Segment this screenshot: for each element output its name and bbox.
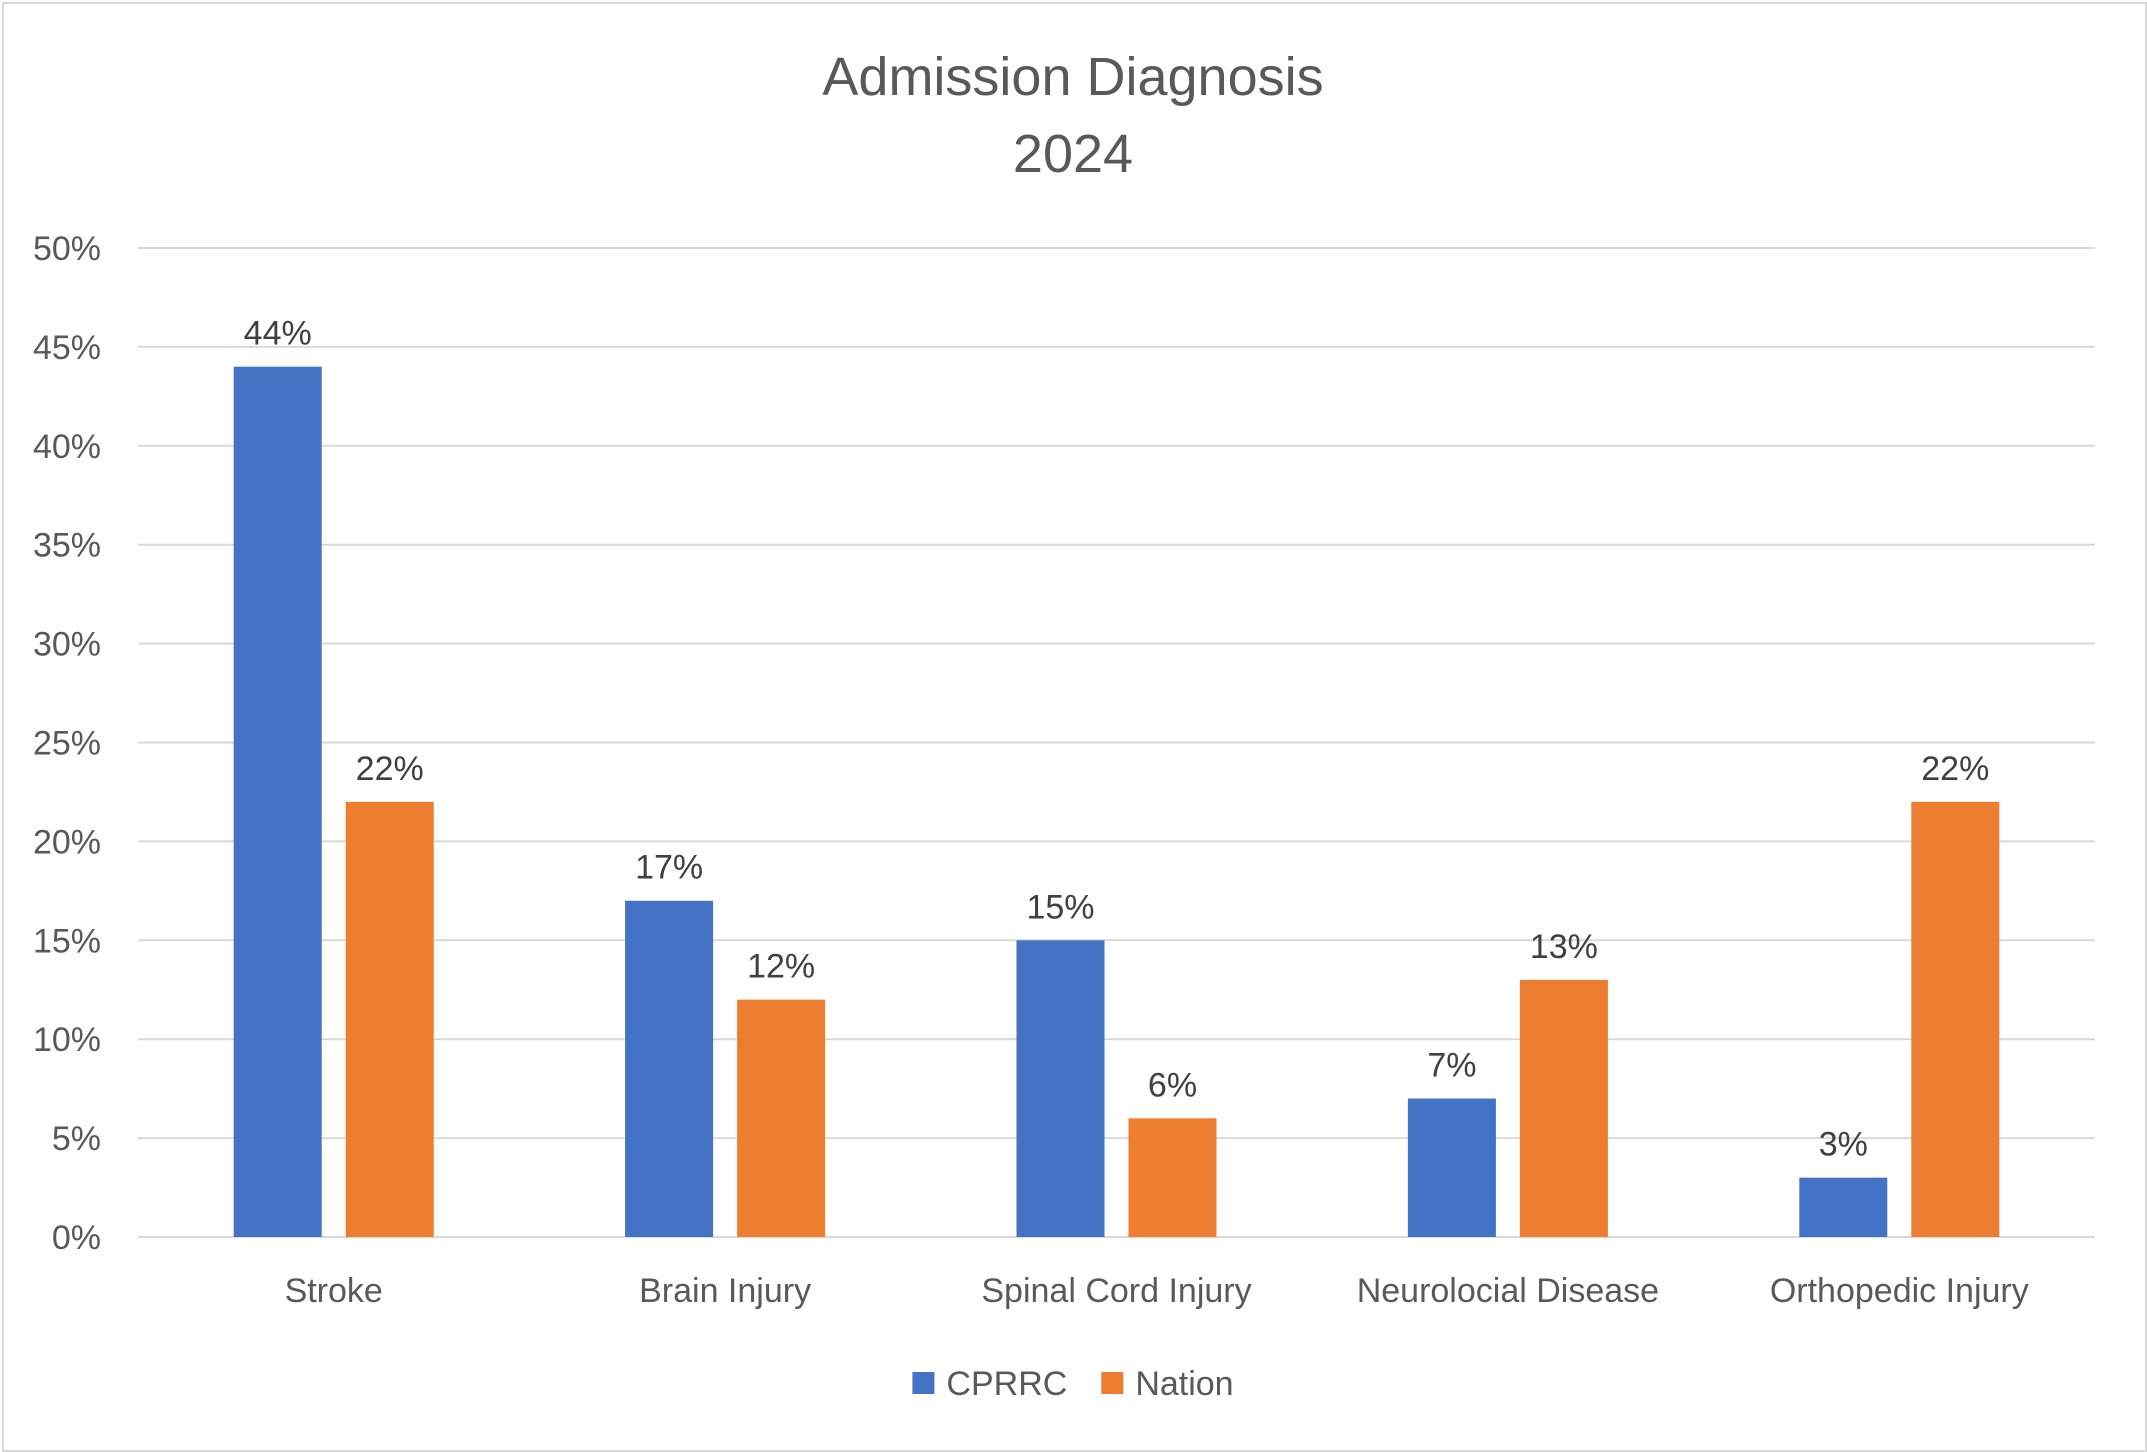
y-tick-label: 45%	[33, 329, 101, 367]
legend-swatch-nation	[1101, 1372, 1124, 1394]
bar-nation-2	[1128, 1118, 1217, 1237]
y-tick-label: 30%	[33, 626, 101, 664]
legend-label-nation: Nation	[1135, 1365, 1233, 1403]
data-label: 17%	[635, 849, 703, 887]
x-category-label: Brain Injury	[639, 1272, 811, 1310]
y-tick-label: 15%	[33, 922, 101, 960]
data-label: 7%	[1427, 1047, 1476, 1085]
bar-cprrc-0	[233, 366, 322, 1237]
bar-nation-0	[345, 801, 434, 1237]
bar-cprrc-3	[1407, 1098, 1496, 1237]
data-label: 13%	[1530, 928, 1598, 966]
bar-nation-3	[1519, 979, 1608, 1237]
data-label: 22%	[1921, 750, 1989, 788]
y-tick-label: 25%	[33, 725, 101, 763]
x-category-label: Neurolocial Disease	[1357, 1272, 1659, 1310]
y-tick-label: 40%	[33, 428, 101, 466]
x-category-label: Stroke	[285, 1272, 383, 1310]
bar-cprrc-4	[1799, 1177, 1888, 1237]
x-category-label: Spinal Cord Injury	[981, 1272, 1251, 1310]
data-label: 6%	[1148, 1066, 1197, 1104]
data-label: 15%	[1026, 888, 1094, 926]
y-tick-label: 5%	[52, 1120, 101, 1158]
bar-cprrc-2	[1016, 940, 1105, 1237]
bar-cprrc-1	[625, 900, 714, 1237]
chart-title-line-2: 2024	[1013, 124, 1133, 184]
y-tick-label: 20%	[33, 823, 101, 861]
data-label: 22%	[356, 750, 424, 788]
data-label: 3%	[1819, 1126, 1868, 1164]
y-tick-label: 50%	[33, 230, 101, 268]
y-tick-label: 10%	[33, 1021, 101, 1059]
y-tick-label: 0%	[52, 1219, 101, 1257]
data-label: 44%	[244, 315, 312, 353]
x-category-label: Orthopedic Injury	[1770, 1272, 2029, 1310]
data-label: 12%	[747, 948, 815, 986]
bar-nation-4	[1911, 801, 2000, 1237]
bar-nation-1	[737, 999, 826, 1237]
y-tick-label: 35%	[33, 527, 101, 565]
chart-title-line-1: Admission Diagnosis	[822, 47, 1323, 107]
legend-swatch-cprrc	[912, 1372, 935, 1394]
legend-label-cprrc: CPRRC	[946, 1365, 1067, 1403]
